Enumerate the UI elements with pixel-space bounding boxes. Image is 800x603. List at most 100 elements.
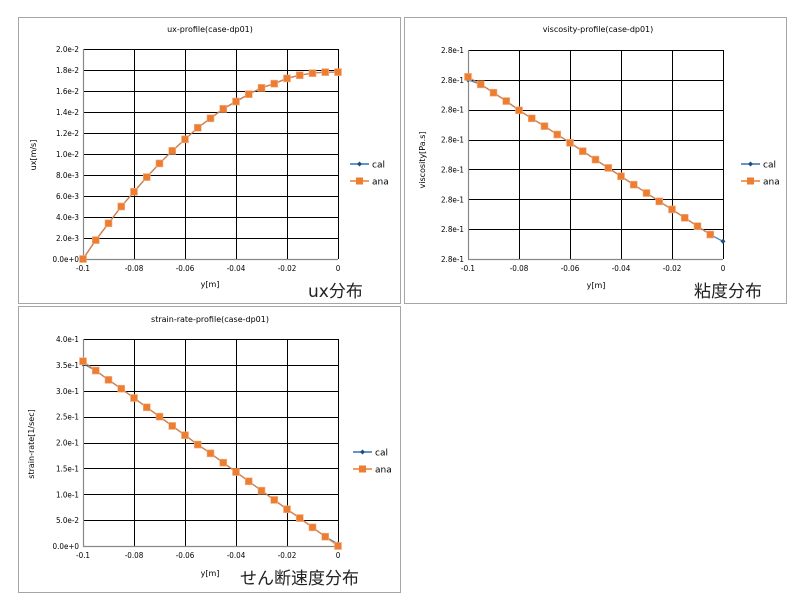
x-tick-label: -0.08 [510,264,529,273]
data-point [142,403,151,412]
x-tick-label: -0.1 [76,264,90,273]
data-point [693,222,702,230]
legend-item-ana[interactable]: ana [353,465,392,476]
y-tick-label: 1.6e-2 [56,87,79,96]
x-tick-label: -0.02 [663,264,682,273]
data-point [91,236,100,244]
data-point [232,468,240,476]
data-point [668,205,676,214]
x-tick-label: -0.08 [125,551,144,560]
legend-item-cal[interactable]: cal [350,161,385,171]
data-point [283,505,291,514]
x-tick-label: -0.06 [176,551,195,560]
data-point [104,219,113,228]
x-axis-title: y[m] [587,281,606,290]
data-point [617,172,625,181]
x-tick-label: -0.1 [461,264,475,273]
data-point [79,357,87,366]
data-point [578,147,587,156]
legend-label: cal [372,161,385,171]
data-point [655,197,664,206]
y-tick-label: 2.0e-1 [56,439,79,448]
x-tick-label: -0.02 [278,264,297,273]
data-point [540,122,549,130]
y-axis-title: ux[m/s] [29,140,38,171]
legend-item-cal[interactable]: cal [353,449,388,459]
data-point [181,135,189,144]
series-ana[interactable] [79,357,342,550]
x-tick-label: -0.1 [76,551,90,560]
legend-item-cal[interactable]: cal [741,161,776,171]
data-point [117,384,126,393]
data-point [155,412,164,421]
data-point [244,477,253,486]
y-tick-label: 2.5e-1 [56,413,79,422]
data-point [193,440,202,449]
data-point [553,130,562,139]
data-point [104,376,113,384]
data-point [283,74,291,83]
legend-item-ana[interactable]: ana [741,177,780,188]
data-point [155,159,164,168]
y-tick-label: 2.8e-1 [441,165,464,174]
x-tick-label: 0 [336,264,341,273]
data-point [130,188,138,196]
data-point [130,394,138,402]
legend: cal ana [353,449,392,476]
chart-title: strain-rate-profile(case-dp01) [151,315,269,324]
data-point [168,422,177,430]
y-tick-label: 2.8e-1 [441,136,464,145]
data-point [308,69,317,77]
y-tick-label: 2.8e-1 [441,255,464,264]
y-axis-title: viscosity[Pa.s] [418,132,427,189]
legend: cal ana [741,161,780,188]
y-tick-label: 0.0e+0 [53,255,80,264]
data-point [476,80,485,89]
data-point [308,523,317,532]
legend-marker-square-icon [747,177,754,185]
x-tick-label: -0.08 [125,264,144,273]
data-point [629,180,638,189]
series-ana[interactable] [79,68,342,263]
chart-annotation: ux分布 [308,282,363,302]
data-point [117,202,126,211]
y-tick-label: 1.0e-2 [56,150,79,159]
x-tick-label: -0.04 [227,264,246,273]
y-tick-label: 2.8e-1 [441,225,464,234]
strain-chart: 0.0e+0 5.0e-2 1.0e-1 1.5e-1 2.0e-1 2.5e-1 3.0e… [27,315,392,589]
y-tick-label: 2.8e-1 [441,76,464,85]
y-tick-label: 6.0e-3 [56,192,79,201]
data-point [295,71,304,80]
legend-marker-diamond-icon [357,161,362,167]
x-tick-label: -0.06 [561,264,580,273]
y-tick-label: 1.2e-2 [56,129,79,138]
data-point [334,542,342,550]
data-point [515,106,523,115]
y-tick-label: 2.0e-2 [56,45,79,54]
data-point [604,164,613,172]
chart-title: ux-profile(case-dp01) [167,25,253,34]
data-point [706,230,715,239]
data-point [489,88,498,97]
data-point [244,90,253,98]
series-ana[interactable] [464,73,715,239]
y-tick-label: 5.0e-2 [56,516,79,525]
legend-label: ana [763,178,780,188]
y-tick-label: 1.0e-1 [56,490,79,499]
series-cal[interactable] [80,69,341,262]
y-axis-title: strain-rate[1/sec] [27,409,36,478]
ux-chart: 0.0e+0 2.0e-3 4.0e-3 6.0e-3 8.0e-3 1.0e-2 1.2e… [29,25,389,302]
legend-item-ana[interactable]: ana [350,177,389,188]
data-point [257,84,266,92]
data-point [464,73,472,81]
y-tick-label: 4.0e-1 [56,335,79,344]
data-point [527,114,536,123]
gridlines [83,49,339,260]
y-tick-label: 4.0e-3 [56,213,79,222]
data-point [591,155,600,164]
y-tick-label: 2.8e-1 [441,195,464,204]
data-point [502,97,511,105]
y-tick-label: 1.5e-1 [56,464,79,473]
data-point [79,255,87,263]
y-tick-label: 2.8e-1 [441,46,464,55]
